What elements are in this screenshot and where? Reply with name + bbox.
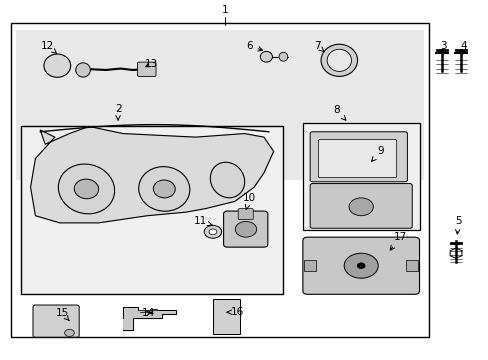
FancyBboxPatch shape: [137, 62, 156, 76]
Text: 8: 8: [333, 105, 345, 120]
Polygon shape: [140, 309, 157, 312]
Polygon shape: [122, 307, 176, 330]
FancyBboxPatch shape: [11, 23, 428, 337]
Text: 16: 16: [226, 307, 244, 317]
Circle shape: [64, 329, 74, 337]
Polygon shape: [30, 126, 273, 223]
Text: 15: 15: [56, 308, 69, 321]
Ellipse shape: [58, 164, 114, 214]
Ellipse shape: [76, 63, 90, 77]
Text: 11: 11: [194, 216, 212, 226]
FancyBboxPatch shape: [238, 208, 253, 220]
FancyBboxPatch shape: [212, 298, 239, 334]
Text: 4: 4: [459, 41, 466, 55]
Ellipse shape: [210, 162, 244, 198]
Ellipse shape: [74, 179, 99, 199]
FancyBboxPatch shape: [302, 237, 419, 294]
Text: 1: 1: [221, 5, 228, 15]
Text: 7: 7: [313, 41, 323, 51]
Ellipse shape: [139, 167, 189, 211]
Circle shape: [235, 221, 256, 237]
Text: 14: 14: [142, 308, 155, 318]
Text: 13: 13: [144, 59, 158, 69]
Circle shape: [357, 263, 365, 269]
Circle shape: [203, 225, 221, 238]
Ellipse shape: [326, 49, 351, 71]
Ellipse shape: [153, 180, 175, 198]
Text: 5: 5: [454, 216, 461, 234]
Text: 3: 3: [440, 41, 446, 55]
FancyBboxPatch shape: [406, 260, 417, 271]
Text: 10: 10: [243, 193, 255, 209]
FancyBboxPatch shape: [304, 260, 315, 271]
Text: 6: 6: [245, 41, 262, 51]
Text: 17: 17: [389, 232, 406, 250]
Text: 2: 2: [115, 104, 121, 120]
FancyBboxPatch shape: [302, 123, 419, 230]
Ellipse shape: [321, 44, 357, 76]
Circle shape: [208, 229, 216, 235]
Text: 12: 12: [41, 41, 57, 54]
FancyBboxPatch shape: [223, 211, 267, 247]
Ellipse shape: [279, 52, 287, 61]
FancyBboxPatch shape: [21, 126, 283, 294]
Circle shape: [348, 198, 372, 216]
Ellipse shape: [260, 51, 272, 62]
FancyBboxPatch shape: [309, 184, 411, 228]
FancyBboxPatch shape: [318, 140, 396, 177]
FancyBboxPatch shape: [309, 132, 407, 182]
FancyBboxPatch shape: [33, 305, 79, 337]
Ellipse shape: [44, 54, 71, 77]
Text: 9: 9: [371, 147, 383, 161]
FancyBboxPatch shape: [16, 30, 424, 180]
Circle shape: [344, 253, 377, 278]
